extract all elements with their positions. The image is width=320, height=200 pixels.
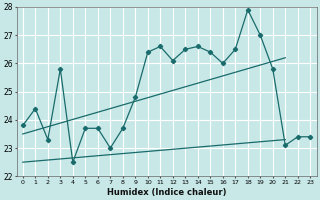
- X-axis label: Humidex (Indice chaleur): Humidex (Indice chaleur): [107, 188, 226, 197]
